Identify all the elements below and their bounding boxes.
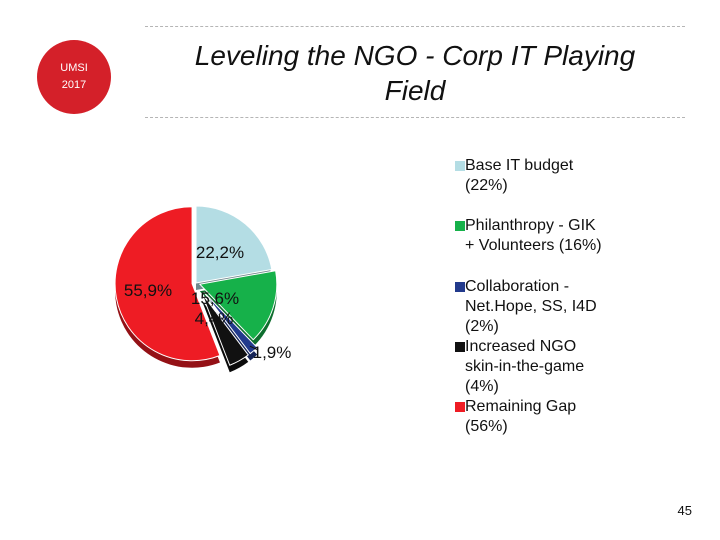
pie-slice-increased-ngo [201, 293, 249, 366]
legend-label: Remaining Gap (56%) [465, 398, 577, 435]
slide-title-line-2: Field [384, 75, 446, 106]
data-label-remaining-gap: 55,9% [124, 281, 172, 300]
slide-title: Leveling the NGO - Corp IT Playing Field [160, 38, 670, 108]
badge-line-2: 2017 [61, 79, 87, 91]
legend-swatch [455, 221, 465, 231]
data-label-increased-ngo: 4,4% [195, 309, 234, 328]
legend-item-philanthropy: Philanthropy - GIK + Volunteers (16%) [455, 216, 655, 256]
legend-swatch [455, 161, 465, 171]
data-label-collaboration: 1,9% [253, 343, 292, 362]
legend-label: Philanthropy - GIK + Volunteers (16%) [465, 217, 602, 254]
legend-item-base-it: Base IT budget (22%) [455, 156, 655, 196]
legend-swatch [455, 402, 465, 412]
umsi-badge: UMSI 2017 [37, 40, 111, 114]
pie-slice-philanthropy [198, 270, 278, 341]
legend-item-collaboration: Collaboration - Net.Hope, SS, I4D (2%) [455, 277, 655, 337]
legend-swatch [455, 282, 465, 292]
top-divider [145, 26, 685, 27]
legend-label: Collaboration - Net.Hope, SS, I4D (2%) [465, 278, 597, 335]
page-number: 45 [677, 503, 692, 518]
legend-swatch [455, 342, 465, 352]
legend-item-remaining-gap: Remaining Gap (56%) [455, 397, 655, 437]
data-label-base-it: 22,2% [196, 243, 244, 262]
legend-label: Increased NGO skin-in-the-game (4%) [465, 338, 585, 395]
title-divider [145, 117, 685, 118]
pie-slice-base-it [195, 205, 273, 284]
legend-item-increased-ngo: Increased NGO skin-in-the-game (4%) [455, 337, 655, 397]
leader-line-collaboration [249, 345, 259, 351]
data-label-philanthropy: 15,6% [191, 289, 239, 308]
pie-slice-collaboration [203, 291, 258, 355]
badge-line-1: UMSI [60, 62, 88, 74]
slide-title-line-1: Leveling the NGO - Corp IT Playing [194, 40, 636, 71]
pie-slice-remaining-gap [114, 206, 221, 362]
legend-label: Base IT budget (22%) [465, 157, 574, 194]
